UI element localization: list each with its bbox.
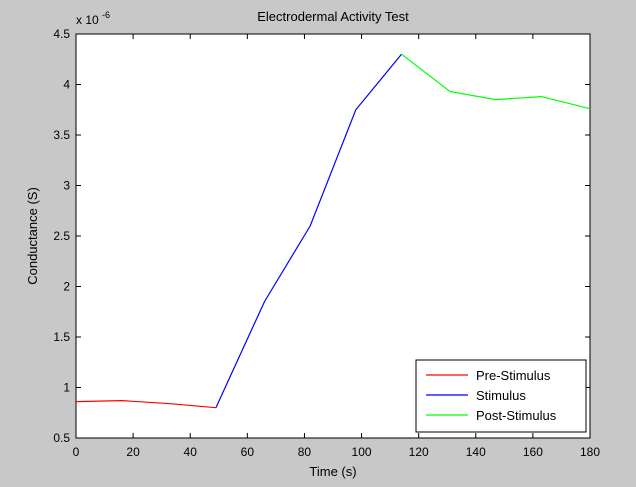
- series-layer: [75, 53, 591, 409]
- y-exponent-label: x 10 -6: [76, 10, 110, 27]
- x-tick-label: 20: [126, 445, 140, 459]
- x-tick-label: 60: [241, 445, 255, 459]
- y-tick-label: 2.5: [53, 229, 70, 243]
- y-tick-label: 1.5: [53, 330, 70, 344]
- y-exponent-base: x 10: [76, 13, 99, 27]
- y-tick-label: 3: [63, 179, 70, 193]
- x-tick-label: 160: [523, 445, 543, 459]
- y-axis-title: Conductance (S): [25, 187, 40, 285]
- x-tick-label: 40: [184, 445, 198, 459]
- y-exponent-power: -6: [102, 10, 110, 20]
- x-tick-label: 180: [580, 445, 600, 459]
- y-tick-label: 2: [63, 280, 70, 294]
- x-tick-label: 0: [73, 445, 80, 459]
- x-tick-label: 120: [409, 445, 429, 459]
- y-tick-label: 4: [63, 78, 70, 92]
- y-tick-label: 3.5: [53, 128, 70, 142]
- legend-box: [415, 359, 587, 433]
- legend-label-post-stimulus: Post-Stimulus: [476, 408, 557, 423]
- x-tick-label: 80: [298, 445, 312, 459]
- y-tick-label: 1: [63, 381, 70, 395]
- x-tick-label: 100: [352, 445, 372, 459]
- x-tick-label: 140: [466, 445, 486, 459]
- x-axis-title: Time (s): [309, 464, 356, 479]
- series-line-stimulus: [215, 53, 402, 408]
- legend-label-pre-stimulus: Pre-Stimulus: [476, 368, 551, 383]
- legend-label-stimulus: Stimulus: [476, 388, 526, 403]
- chart-title: Electrodermal Activity Test: [257, 9, 409, 24]
- y-tick-label: 0.5: [53, 431, 70, 445]
- series-line-pre-stimulus: [75, 399, 216, 409]
- series-line-post-stimulus: [401, 53, 591, 110]
- ticks-layer: 0 20 40 60 80 100 120 140 160 180 0.5 1 1.5 2 2.5 3 3.5 4…: [53, 27, 600, 459]
- legend: Pre-Stimulus Stimulus Post-Stimulus: [415, 359, 587, 433]
- y-tick-label: 4.5: [53, 27, 70, 41]
